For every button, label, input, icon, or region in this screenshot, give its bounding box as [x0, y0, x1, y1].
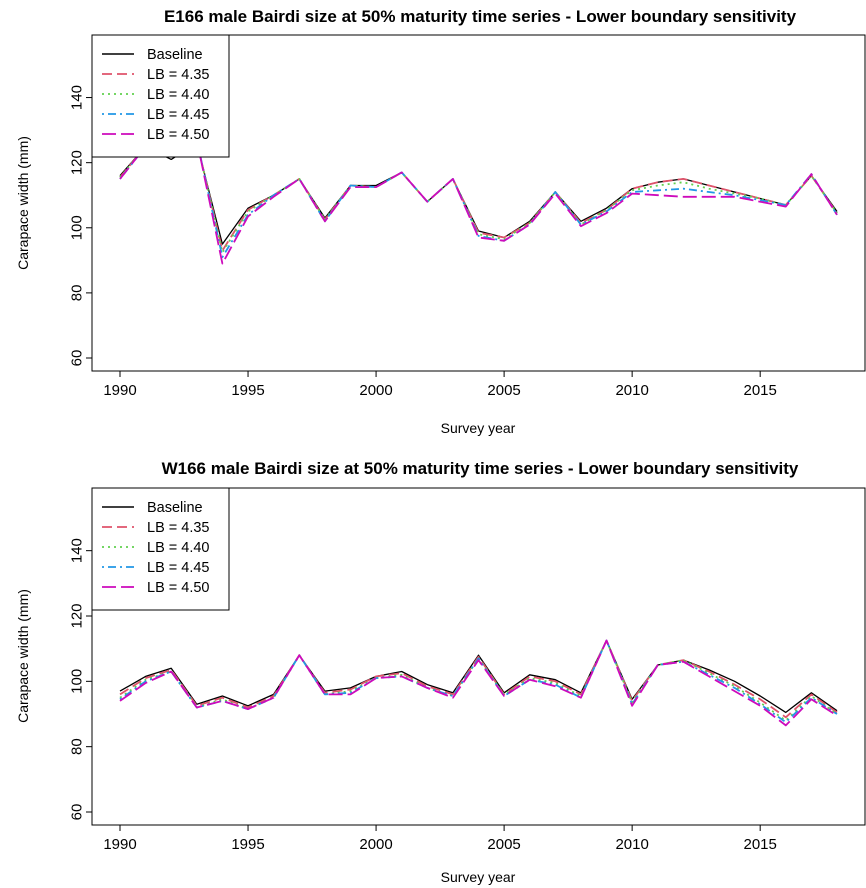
x-tick-label: 1995 — [231, 836, 264, 853]
legend-label: LB = 4.35 — [147, 67, 209, 83]
series-line-lb-3 — [119, 138, 838, 259]
y-axis: 60 80 100 120 140 — [69, 538, 93, 820]
chart-title: W166 male Bairdi size at 50% maturity ti… — [162, 459, 799, 478]
x-axis: 1990 1995 2000 2005 2010 2015 — [103, 370, 777, 399]
series-line-lb-1 — [119, 639, 838, 719]
x-tick-label: 2005 — [487, 836, 520, 853]
x-axis-label: Survey year — [441, 869, 516, 885]
x-tick-label: 1995 — [231, 382, 264, 399]
legend-box — [91, 34, 230, 158]
legend-label: LB = 4.50 — [147, 127, 209, 143]
y-tick-label: 60 — [69, 804, 86, 821]
y-tick-label: 100 — [69, 215, 86, 240]
series-line-baseline — [119, 639, 838, 714]
chart-panel-e166: E166 male Bairdi size at 50% maturity ti… — [15, 7, 866, 436]
legend-label: LB = 4.40 — [147, 87, 209, 103]
y-tick-label: 140 — [69, 538, 86, 563]
series-lines — [119, 639, 838, 727]
x-tick-label: 2010 — [615, 382, 648, 399]
legend-label: LB = 4.45 — [147, 107, 209, 123]
legend-label: LB = 4.45 — [147, 560, 209, 576]
series-line-lb-3 — [119, 639, 838, 724]
x-tick-label: 1990 — [103, 382, 136, 399]
legend-label: LB = 4.50 — [147, 580, 209, 596]
chart-title: E166 male Bairdi size at 50% maturity ti… — [164, 7, 797, 26]
legend-label: LB = 4.40 — [147, 540, 209, 556]
y-tick-label: 80 — [69, 285, 86, 302]
y-axis-label: Carapace width (mm) — [15, 136, 31, 270]
y-tick-label: 60 — [69, 350, 86, 367]
y-axis-label: Carapace width (mm) — [15, 589, 31, 723]
series-line-lb-2 — [119, 140, 838, 254]
y-tick-label: 80 — [69, 738, 86, 755]
legend-box — [91, 487, 230, 611]
y-tick-label: 100 — [69, 669, 86, 694]
legend-label: LB = 4.35 — [147, 520, 209, 536]
legend-label: Baseline — [147, 47, 203, 63]
x-tick-label: 2000 — [359, 836, 392, 853]
x-axis-label: Survey year — [441, 420, 516, 436]
series-line-lb-1 — [119, 140, 838, 252]
y-tick-label: 140 — [69, 85, 86, 110]
series-lines — [119, 138, 838, 265]
legend: Baseline LB = 4.35 LB = 4.40 LB = 4.45 LB = … — [91, 487, 230, 611]
x-tick-label: 2015 — [743, 836, 776, 853]
series-line-lb-4 — [119, 138, 838, 265]
series-line-lb-4 — [119, 639, 838, 727]
legend: Baseline LB = 4.35 LB = 4.40 LB = 4.45 LB = … — [91, 34, 230, 158]
x-tick-label: 2000 — [359, 382, 392, 399]
x-tick-label: 2010 — [615, 836, 648, 853]
x-axis: 1990 1995 2000 2005 2010 2015 — [103, 824, 777, 853]
legend-label: Baseline — [147, 500, 203, 516]
y-tick-label: 120 — [69, 150, 86, 175]
chart-panel-w166: W166 male Bairdi size at 50% maturity ti… — [15, 459, 866, 885]
x-tick-label: 2015 — [743, 382, 776, 399]
x-tick-label: 2005 — [487, 382, 520, 399]
y-tick-label: 120 — [69, 603, 86, 628]
x-tick-label: 1990 — [103, 836, 136, 853]
